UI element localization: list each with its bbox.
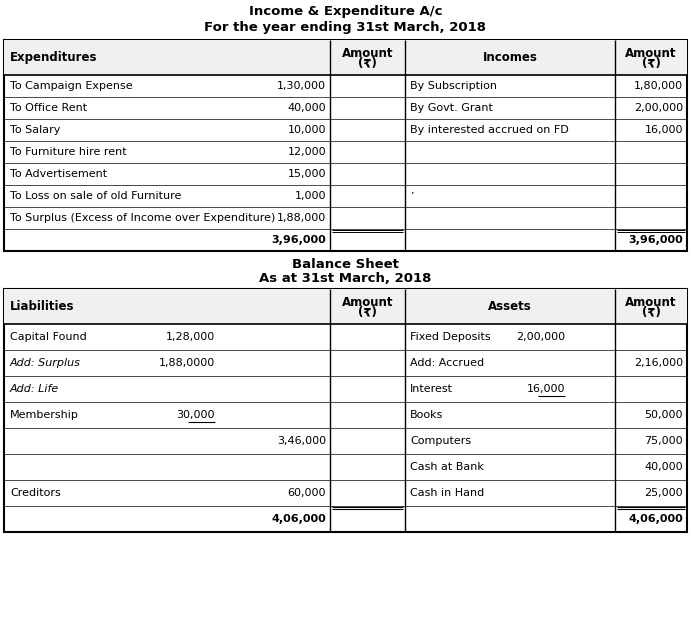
Text: 1,88,000: 1,88,000	[277, 213, 326, 223]
Text: Capital Found: Capital Found	[10, 332, 87, 342]
Text: Income & Expenditure A/c: Income & Expenditure A/c	[249, 6, 442, 19]
Text: Computers: Computers	[410, 436, 471, 446]
Text: Amount: Amount	[342, 47, 393, 60]
Text: To Salary: To Salary	[10, 125, 60, 135]
Text: Assets: Assets	[488, 300, 532, 313]
Text: ʼ: ʼ	[410, 191, 413, 201]
Text: 30,000: 30,000	[176, 410, 215, 420]
Text: 1,28,000: 1,28,000	[166, 332, 215, 342]
Text: To Campaign Expense: To Campaign Expense	[10, 81, 133, 91]
Text: To Loss on sale of old Furniture: To Loss on sale of old Furniture	[10, 191, 181, 201]
Text: 50,000: 50,000	[645, 410, 683, 420]
Bar	[4, 289, 687, 532]
Text: 3,96,000: 3,96,000	[628, 235, 683, 245]
Text: 2,00,000: 2,00,000	[634, 103, 683, 113]
Text: Amount: Amount	[342, 296, 393, 309]
Text: Add: Surplus: Add: Surplus	[10, 358, 81, 368]
Text: 1,88,0000: 1,88,0000	[159, 358, 215, 368]
Text: Add: Accrued: Add: Accrued	[410, 358, 484, 368]
Text: Add: Life: Add: Life	[10, 384, 59, 394]
Text: 16,000: 16,000	[527, 384, 565, 394]
Bar	[4, 40, 687, 75]
Text: 4,06,000: 4,06,000	[272, 514, 326, 524]
Text: By Subscription: By Subscription	[410, 81, 497, 91]
Text: 12,000: 12,000	[287, 147, 326, 157]
Text: To Furniture hire rent: To Furniture hire rent	[10, 147, 126, 157]
Text: For the year ending 31st March, 2018: For the year ending 31st March, 2018	[205, 21, 486, 34]
Text: 3,46,000: 3,46,000	[277, 436, 326, 446]
Bar	[4, 40, 687, 251]
Text: As at 31st March, 2018: As at 31st March, 2018	[259, 271, 432, 285]
Text: 25,000: 25,000	[645, 488, 683, 498]
Text: To Surplus (Excess of Income over Expenditure): To Surplus (Excess of Income over Expend…	[10, 213, 276, 223]
Text: (₹): (₹)	[358, 57, 377, 70]
Text: Membership: Membership	[10, 410, 79, 420]
Text: 75,000: 75,000	[645, 436, 683, 446]
Bar	[4, 289, 687, 324]
Text: 3,96,000: 3,96,000	[272, 235, 326, 245]
Text: 2,00,000: 2,00,000	[516, 332, 565, 342]
Text: 4,06,000: 4,06,000	[628, 514, 683, 524]
Text: Cash at Bank: Cash at Bank	[410, 462, 484, 472]
Text: 40,000: 40,000	[287, 103, 326, 113]
Text: Expenditures: Expenditures	[10, 51, 97, 64]
Text: (₹): (₹)	[641, 306, 661, 319]
Text: 60,000: 60,000	[287, 488, 326, 498]
Text: Interest: Interest	[410, 384, 453, 394]
Text: 10,000: 10,000	[287, 125, 326, 135]
Text: To Office Rent: To Office Rent	[10, 103, 87, 113]
Text: Amount: Amount	[625, 296, 676, 309]
Text: (₹): (₹)	[641, 57, 661, 70]
Text: Fixed Deposits: Fixed Deposits	[410, 332, 491, 342]
Text: 40,000: 40,000	[645, 462, 683, 472]
Text: 16,000: 16,000	[645, 125, 683, 135]
Text: 1,000: 1,000	[294, 191, 326, 201]
Text: 2,16,000: 2,16,000	[634, 358, 683, 368]
Text: Incomes: Incomes	[482, 51, 538, 64]
Text: 15,000: 15,000	[287, 169, 326, 179]
Text: Amount: Amount	[625, 47, 676, 60]
Text: Creditors: Creditors	[10, 488, 61, 498]
Text: Balance Sheet: Balance Sheet	[292, 258, 399, 270]
Text: Liabilities: Liabilities	[10, 300, 75, 313]
Text: By interested accrued on FD: By interested accrued on FD	[410, 125, 569, 135]
Text: 1,30,000: 1,30,000	[277, 81, 326, 91]
Text: To Advertisement: To Advertisement	[10, 169, 107, 179]
Text: Books: Books	[410, 410, 444, 420]
Text: Cash in Hand: Cash in Hand	[410, 488, 484, 498]
Text: 1,80,000: 1,80,000	[634, 81, 683, 91]
Text: By Govt. Grant: By Govt. Grant	[410, 103, 493, 113]
Text: (₹): (₹)	[358, 306, 377, 319]
